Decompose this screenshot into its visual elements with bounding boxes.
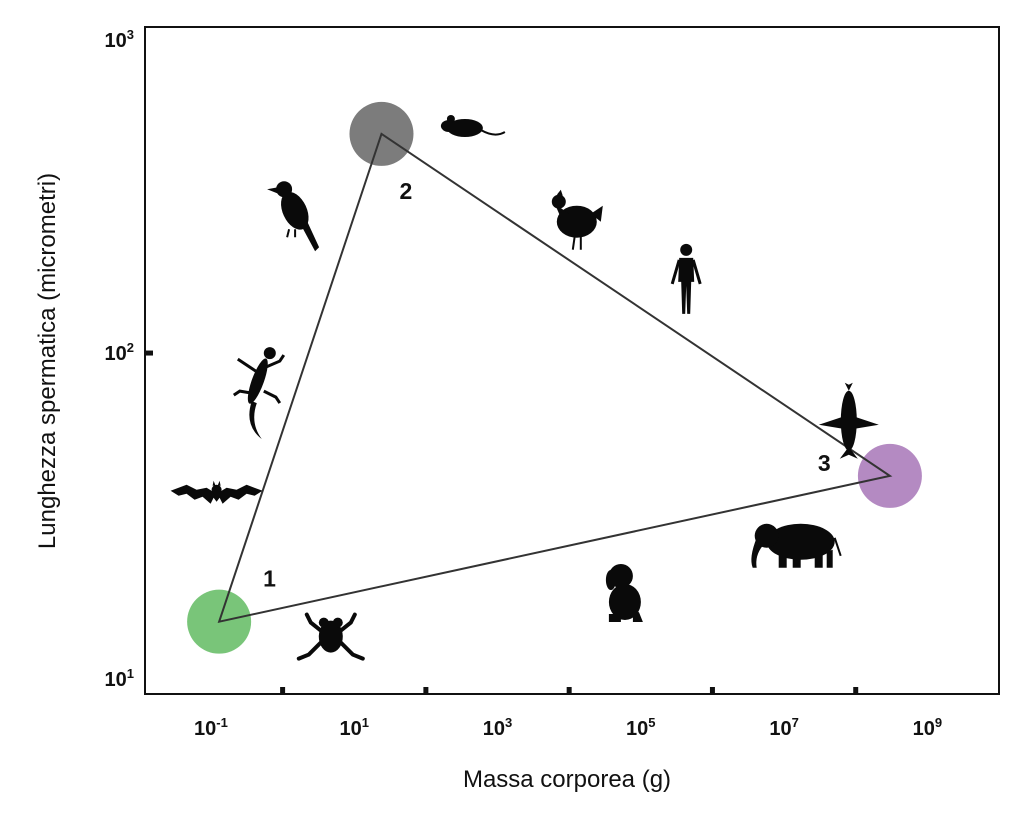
x-tick-label: 103 bbox=[483, 715, 512, 740]
plot-frame bbox=[144, 26, 1000, 695]
x-tick-label: 105 bbox=[626, 715, 655, 740]
human-icon bbox=[670, 243, 702, 314]
mouse-icon bbox=[440, 115, 506, 137]
y-tick-label: 101 bbox=[105, 666, 134, 691]
crow-icon bbox=[267, 181, 320, 252]
x-tick-label: 10-1 bbox=[194, 715, 228, 740]
chicken-icon bbox=[551, 189, 603, 250]
y-tick-label: 102 bbox=[105, 340, 134, 365]
x-tick-label: 101 bbox=[340, 715, 369, 740]
x-axis-title: Massa corporea (g) bbox=[463, 766, 671, 793]
x-tick-label: 109 bbox=[913, 715, 942, 740]
y-tick-label: 103 bbox=[105, 27, 134, 52]
whale-icon bbox=[818, 382, 879, 459]
dog-icon bbox=[605, 564, 643, 622]
x-tick-label: 107 bbox=[769, 715, 798, 740]
y-axis-title: Lunghezza spermatica (micrometri) bbox=[34, 173, 61, 549]
lizard-icon bbox=[232, 347, 286, 440]
vertex-label-1: 1 bbox=[263, 566, 276, 592]
frog-icon bbox=[296, 612, 365, 661]
vertex-label-3: 3 bbox=[818, 450, 831, 476]
vertex-label-2: 2 bbox=[399, 178, 412, 204]
elephant-icon bbox=[751, 523, 842, 568]
bat-icon bbox=[170, 480, 263, 504]
triangle-outline bbox=[217, 132, 893, 624]
